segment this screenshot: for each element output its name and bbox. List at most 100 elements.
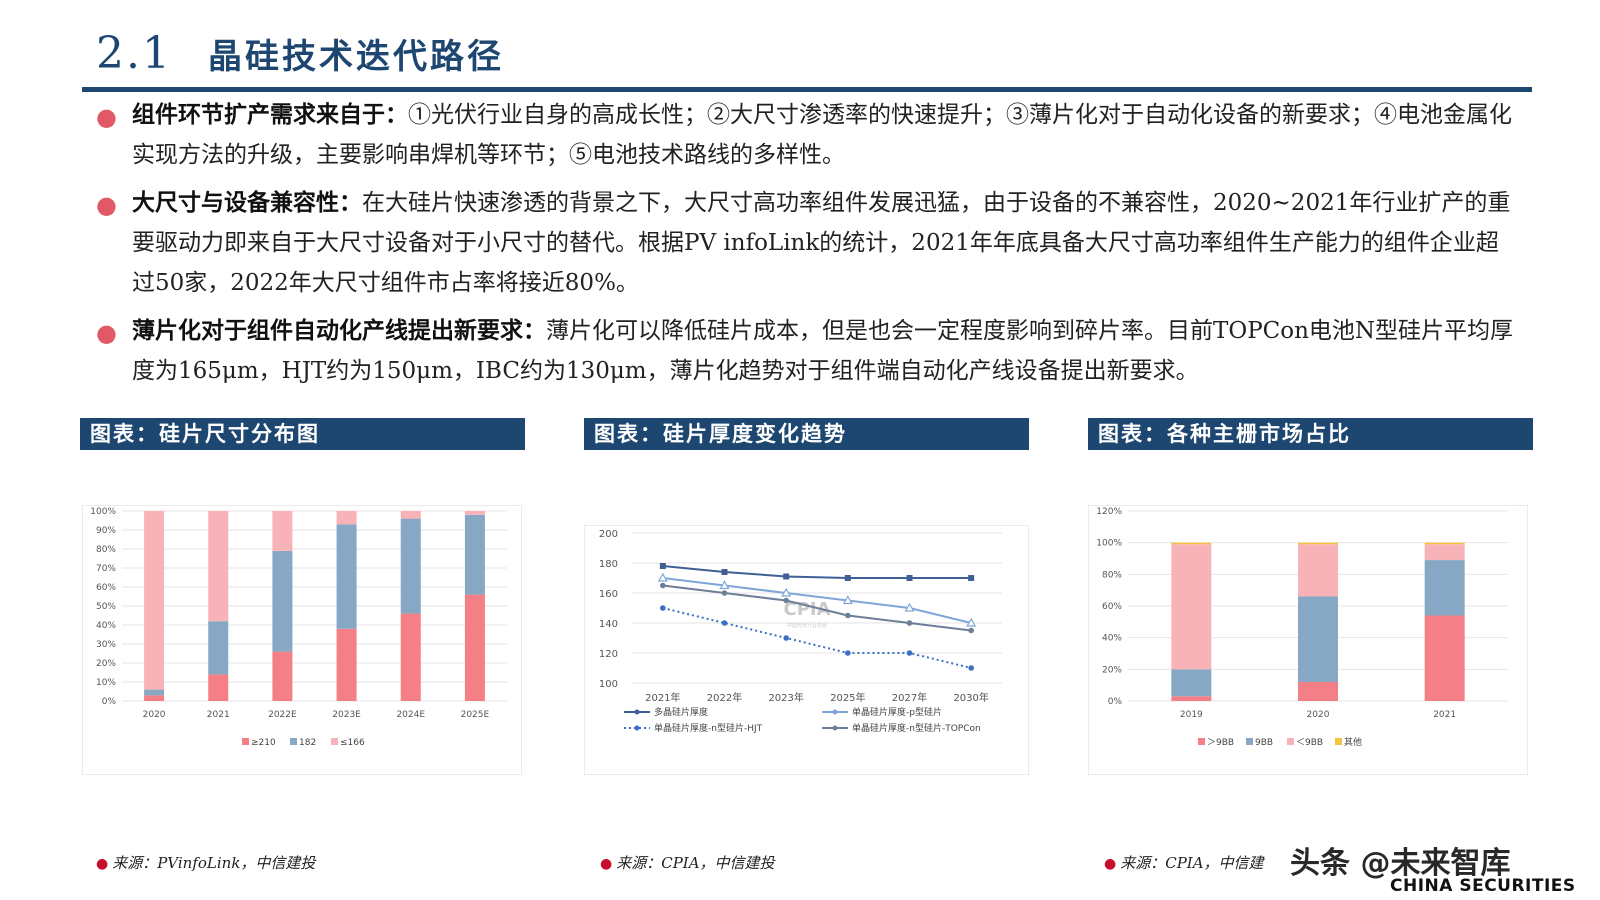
bar-segment xyxy=(1424,542,1465,545)
y-tick-label: 90% xyxy=(96,526,116,536)
bullet-dot-icon: ● xyxy=(96,319,117,347)
watermark-text: 头条 @未来智库 xyxy=(1290,846,1511,881)
data-point xyxy=(904,602,915,612)
y-tick-label: 100% xyxy=(1096,539,1122,549)
slide-header: 2.1 晶硅技术迭代路径 xyxy=(96,22,504,84)
y-tick-label: 10% xyxy=(96,678,116,688)
y-tick-label: 100 xyxy=(599,679,618,690)
bar-segment xyxy=(208,621,229,675)
legend-marker xyxy=(832,725,838,731)
legend-label: 182 xyxy=(299,738,316,748)
bar-segment xyxy=(336,511,357,525)
bullet-item: ● 薄片化对于组件自动化产线提出新要求：薄片化可以降低硅片成本，但是也会一定程度… xyxy=(96,311,1516,391)
legend-swatch xyxy=(1335,738,1342,745)
chart-busbar-share: 0% 20% 40% 60% 80% 100% 120% 2019 2020 2021 ＞9BB 9B… xyxy=(1088,505,1528,775)
x-tick-label: 2025E xyxy=(461,710,490,720)
bullet-lead: 组件环节扩产需求来自于： xyxy=(132,102,408,128)
bar-segment xyxy=(464,511,485,515)
figure-source-1: ● 来源：PVinfoLink，中信建投 xyxy=(96,852,315,873)
data-point xyxy=(660,605,666,611)
x-tick-label: 2021 xyxy=(1433,710,1456,720)
legend-label: 单晶硅片厚度-n型硅片-TOPCon xyxy=(852,722,981,734)
x-tick-label: 2024E xyxy=(396,710,425,720)
y-tick-label: 80% xyxy=(96,545,116,555)
y-tick-label: 0% xyxy=(102,697,117,707)
source-text: 来源：PVinfoLink，中信建投 xyxy=(112,854,316,872)
x-tick-label: 2027年 xyxy=(892,691,927,704)
figure-source-2: ● 来源：CPIA，中信建投 xyxy=(600,852,775,873)
legend-label: 9BB xyxy=(1255,738,1273,748)
data-point xyxy=(783,573,790,580)
y-tick-label: 70% xyxy=(96,564,116,574)
x-tick-label: 2021年 xyxy=(645,691,680,704)
bullet-body: 在大硅片快速渗透的背景之下，大尺寸高功率组件发展迅猛，由于设备的不兼容性，202… xyxy=(132,190,1511,296)
legend-label: 多晶硅片厚度 xyxy=(654,706,708,718)
source-dot-icon: ● xyxy=(600,856,613,872)
legend-label: ＜9BB xyxy=(1296,738,1323,748)
data-point xyxy=(968,627,974,634)
source-text: 来源：CPIA，中信建投 xyxy=(616,854,775,872)
y-tick-label: 0% xyxy=(1108,697,1123,707)
bar-segment xyxy=(1171,669,1212,697)
bullet-lead: 薄片化对于组件自动化产线提出新要求： xyxy=(132,318,546,344)
bullet-list: ● 组件环节扩产需求来自于：①光伏行业自身的高成长性；②大尺寸渗透率的快速提升；… xyxy=(96,95,1516,399)
cpia-watermark: CPIA xyxy=(783,599,830,620)
x-tick-label: 2020 xyxy=(143,710,166,720)
figure-title-bar-1: 图表：硅片尺寸分布图 xyxy=(80,418,525,450)
legend-swatch xyxy=(290,738,297,745)
y-tick-label: 160 xyxy=(599,589,618,600)
y-tick-label: 100% xyxy=(90,507,116,517)
y-tick-label: 180 xyxy=(599,559,618,570)
y-tick-label: 80% xyxy=(1102,570,1122,580)
bar-segment xyxy=(1298,544,1338,597)
x-tick-label: 2025年 xyxy=(830,691,865,704)
bar-segment xyxy=(1298,542,1338,545)
legend-label: 其他 xyxy=(1344,736,1362,748)
bar-segment xyxy=(1171,542,1212,545)
bar-segment xyxy=(208,674,229,701)
bar-segment xyxy=(1298,596,1338,682)
data-point xyxy=(968,665,974,671)
x-tick-label: 2021 xyxy=(207,710,230,720)
data-point xyxy=(719,580,730,590)
bar-segment xyxy=(1298,682,1338,701)
legend-label: 单晶硅片厚度-p型硅片 xyxy=(852,706,942,718)
x-tick-label: 2022E xyxy=(268,710,297,720)
legend-label: 单晶硅片厚度-n型硅片-HJT xyxy=(654,722,763,734)
bar-segment xyxy=(144,689,165,696)
y-tick-label: 120% xyxy=(1096,507,1122,517)
legend-swatch xyxy=(1287,738,1294,745)
data-point xyxy=(845,612,851,619)
source-text: 来源：CPIA，中信建 xyxy=(1120,854,1264,872)
x-tick-label: 2023E xyxy=(332,710,361,720)
source-dot-icon: ● xyxy=(96,856,109,872)
legend-label: ≤166 xyxy=(340,738,365,748)
data-point xyxy=(721,590,728,596)
y-tick-label: 20% xyxy=(1102,665,1122,675)
legend-label: ≥210 xyxy=(251,738,276,748)
data-point xyxy=(844,575,851,581)
data-point xyxy=(660,582,666,589)
y-tick-label: 40% xyxy=(96,621,116,631)
bar-segment xyxy=(400,613,421,701)
data-point xyxy=(966,617,977,627)
y-tick-label: 50% xyxy=(96,602,116,612)
y-tick-label: 60% xyxy=(96,583,116,593)
legend-swatch xyxy=(1198,738,1205,745)
bar-segment xyxy=(272,550,293,652)
data-point xyxy=(783,635,789,641)
bar-segment xyxy=(1171,696,1212,701)
bar-segment xyxy=(464,594,485,701)
figure-source-3: ● 来源：CPIA，中信建 xyxy=(1104,852,1264,873)
legend-marker xyxy=(634,709,640,715)
x-tick-label: 2022年 xyxy=(707,691,742,704)
bar-segment xyxy=(1171,544,1212,670)
figure-title-bar-3: 图表：各种主栅市场占比 xyxy=(1088,418,1533,450)
figure-title-bar-2: 图表：硅片厚度变化趋势 xyxy=(584,418,1029,450)
data-point xyxy=(721,569,728,575)
data-point xyxy=(842,595,853,605)
y-tick-label: 120 xyxy=(599,649,618,660)
section-number: 2.1 xyxy=(96,27,172,79)
bar-segment xyxy=(400,511,421,519)
bar-segment xyxy=(400,518,421,614)
